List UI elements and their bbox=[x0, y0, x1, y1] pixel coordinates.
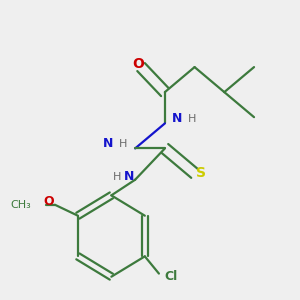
Text: H: H bbox=[119, 139, 128, 149]
Text: H: H bbox=[113, 172, 122, 182]
Text: O: O bbox=[132, 57, 144, 71]
Text: O: O bbox=[44, 195, 54, 208]
Text: CH₃: CH₃ bbox=[11, 200, 31, 210]
Text: N: N bbox=[124, 170, 134, 183]
Text: S: S bbox=[196, 167, 206, 181]
Text: N: N bbox=[172, 112, 182, 125]
Text: H: H bbox=[188, 114, 196, 124]
Text: N: N bbox=[103, 137, 114, 150]
Text: Cl: Cl bbox=[165, 270, 178, 283]
